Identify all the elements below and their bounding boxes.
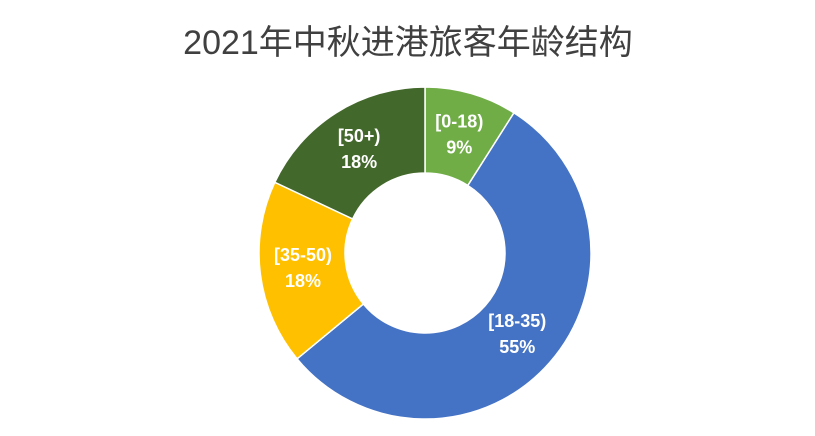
slice	[296, 111, 592, 420]
slice-value-label: 55%	[499, 337, 535, 357]
slice-value-label: 9%	[446, 138, 472, 158]
slice-category-label: [18-35)	[488, 311, 546, 331]
slice-category-label: [0-18)	[435, 112, 483, 132]
slice-category-label: [35-50)	[274, 245, 332, 265]
slice	[273, 86, 426, 220]
slice-category-label: [50+)	[338, 126, 381, 146]
chart-title: 2021年中秋进港旅客年龄结构	[183, 24, 633, 62]
slice	[258, 181, 365, 360]
slice-value-label: 18%	[285, 271, 321, 291]
slice-value-label: 18%	[341, 152, 377, 172]
